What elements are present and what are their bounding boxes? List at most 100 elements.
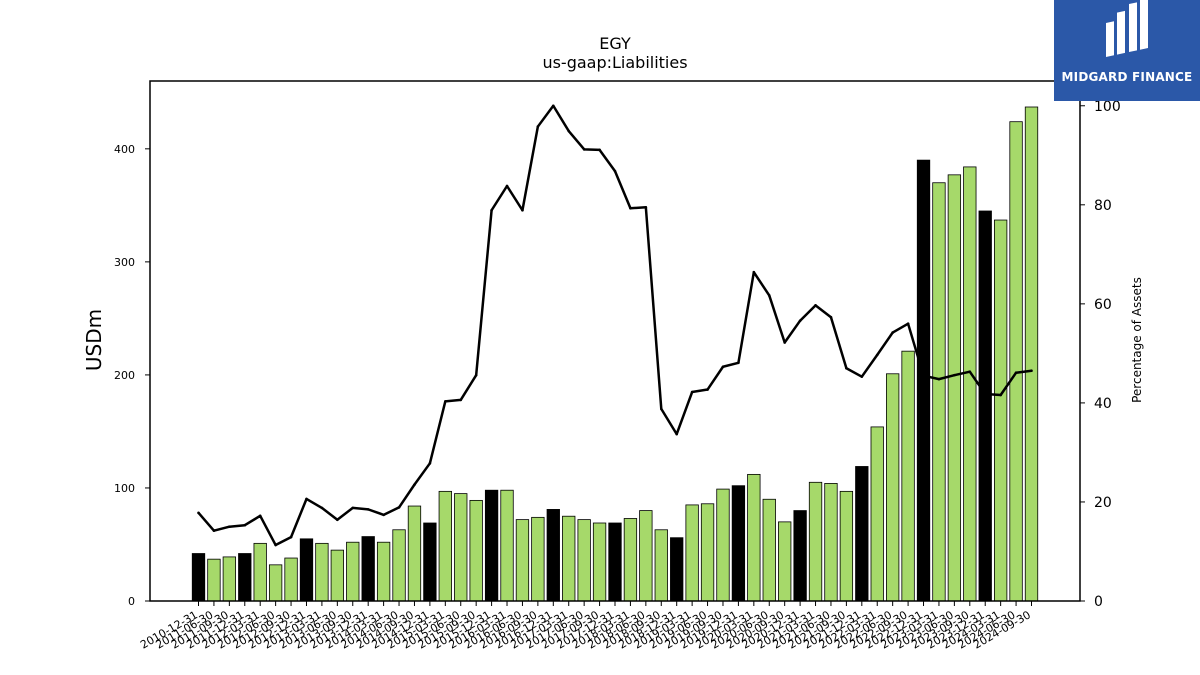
line-point-2022-09-30 [906,322,910,325]
line-point-2016-06-30 [521,208,524,212]
line-point-2014-09-30 [413,483,416,486]
bar-2014-12-31 [423,522,437,602]
line-point-2012-12-31 [305,497,308,501]
bar-2023-06-30 [947,174,962,602]
bar-2019-09-30 [716,488,730,602]
bar-2019-03-31 [685,504,699,602]
line-point-2024-03-31 [999,393,1002,397]
line-point-2022-12-31 [922,374,925,377]
bar-2023-12-31 [978,210,992,602]
bar-2021-12-31 [855,466,869,602]
line-point-2011-12-31 [243,523,247,527]
line-point-2015-12-31 [490,208,493,212]
line-point-2018-12-31 [675,432,678,436]
logo-mark-icon [1106,0,1148,57]
bar-series [191,106,1039,602]
bar-2022-06-30 [886,373,900,602]
line-point-2012-09-30 [289,535,293,539]
line-point-2021-12-31 [860,375,864,378]
bar-2017-06-30 [577,519,591,602]
bar-2013-03-31 [315,542,329,602]
line-point-2019-03-31 [690,390,694,394]
line-point-2015-09-30 [474,373,478,377]
line-point-2021-06-30 [829,315,833,319]
line-point-2014-12-31 [428,462,432,465]
y2-tick-label: 100 [1094,99,1121,115]
line-point-2013-09-30 [351,506,355,510]
bar-2014-06-30 [392,529,406,602]
bar-2021-03-31 [808,481,823,602]
logo-text: MIDGARD FINANCE [1061,70,1193,84]
bar-2020-09-30 [778,521,792,602]
bar-2012-06-30 [268,564,283,602]
bar-2011-09-30 [222,556,237,602]
line-point-2016-03-31 [505,184,509,188]
chart-subtitle: us-gaap:Liabilities [542,53,687,72]
line-point-2013-12-31 [366,508,370,511]
line-point-2023-03-31 [937,377,941,381]
bar-2022-03-31 [870,426,884,602]
line-point-2015-03-31 [444,400,447,403]
line-point-2018-03-31 [629,206,632,210]
line-point-2019-09-30 [721,365,725,369]
line-point-2011-06-30 [212,529,216,532]
line-point-2018-06-30 [644,205,648,209]
bar-2020-12-31 [793,510,807,602]
bar-2013-09-30 [346,541,360,602]
y2-tick-label: 0 [1094,594,1103,610]
line-point-2015-06-30 [459,398,463,402]
bar-2022-12-31 [916,159,931,602]
bar-2015-12-31 [484,489,499,602]
chart-title: EGY [599,34,631,53]
line-point-2024-09-30 [1030,369,1033,373]
bar-2016-09-30 [531,516,545,602]
line-point-2017-09-30 [598,148,601,152]
bar-2023-09-30 [963,166,977,602]
y-tick-label: 200 [114,369,135,382]
bar-2017-12-31 [608,522,622,602]
bar-2019-06-30 [700,503,715,602]
bar-2016-12-31 [546,509,560,602]
bar-2016-06-30 [515,519,530,602]
bar-2021-09-30 [839,490,854,602]
bar-2018-06-30 [639,510,653,602]
bar-2014-09-30 [407,505,422,602]
bar-2017-09-30 [592,522,607,602]
y2-tick-label: 80 [1094,198,1112,214]
y-axis-label: USDm [82,309,106,371]
y-tick-label: 400 [114,143,135,156]
y-tick-label: 0 [128,595,135,608]
bar-2021-06-30 [824,483,838,602]
bar-2019-12-31 [731,485,746,602]
line-point-2023-06-30 [953,373,956,377]
line-point-2017-12-31 [613,169,617,173]
line-point-2022-03-31 [875,353,879,357]
bar-2015-09-30 [469,499,483,602]
bar-2018-12-31 [670,537,684,602]
line-point-2021-09-30 [845,366,848,370]
bar-2015-03-31 [438,490,452,602]
line-point-2020-06-30 [767,294,771,297]
line-point-2023-09-30 [968,370,972,374]
line-point-2014-03-31 [382,513,385,517]
y-tick-label: 300 [114,256,135,269]
bar-2020-06-30 [762,498,776,602]
midgard-finance-logo: MIDGARD FINANCE [1054,0,1200,101]
line-point-2019-12-31 [737,361,740,365]
bar-2012-09-30 [284,557,298,602]
bar-2013-06-30 [330,549,344,602]
line-point-2022-06-30 [891,331,894,334]
bar-2012-03-31 [253,542,267,602]
line-point-2012-06-30 [274,543,277,547]
y2-tick-label: 40 [1094,396,1112,412]
bar-2024-09-30 [1024,106,1039,602]
bar-2011-06-30 [207,558,221,602]
bar-2015-06-30 [454,493,468,602]
line-point-2018-09-30 [659,407,663,411]
y2-axis-label: Percentage of Assets [1130,277,1144,403]
bar-2018-03-31 [623,518,638,602]
bar-2024-06-30 [1009,121,1023,602]
line-point-2017-06-30 [582,148,586,151]
line-point-2013-03-31 [320,506,324,510]
